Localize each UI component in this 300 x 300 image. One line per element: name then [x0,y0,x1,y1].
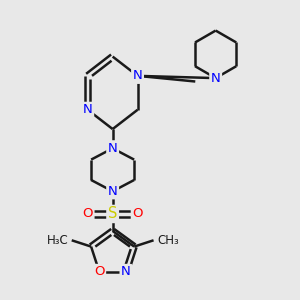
Text: N: N [133,69,142,82]
Text: O: O [132,208,143,220]
Text: S: S [108,206,117,221]
Text: CH₃: CH₃ [157,234,179,247]
Text: H₃C: H₃C [46,234,68,247]
Text: O: O [82,208,93,220]
Text: N: N [121,266,131,278]
Text: N: N [83,103,93,116]
Text: N: N [108,142,118,155]
Text: N: N [211,72,220,85]
Text: O: O [94,266,105,278]
Text: N: N [108,185,118,198]
